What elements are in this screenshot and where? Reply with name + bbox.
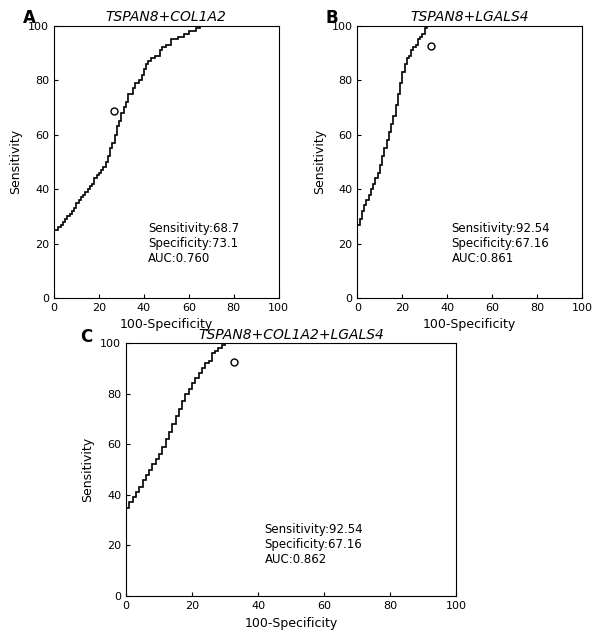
Text: Sensitivity:68.7
Specificity:73.1
AUC:0.760: Sensitivity:68.7 Specificity:73.1 AUC:0.… <box>148 222 239 265</box>
Text: Sensitivity:92.54
Specificity:67.16
AUC:0.862: Sensitivity:92.54 Specificity:67.16 AUC:… <box>265 523 363 566</box>
Y-axis label: Sensitivity: Sensitivity <box>313 129 326 194</box>
Title: TSPAN8+COL1A2+LGALS4: TSPAN8+COL1A2+LGALS4 <box>198 328 384 342</box>
Text: A: A <box>23 9 35 28</box>
Title: TSPAN8+COL1A2: TSPAN8+COL1A2 <box>106 10 227 24</box>
Y-axis label: Sensitivity: Sensitivity <box>10 129 23 194</box>
Text: C: C <box>80 328 92 345</box>
Text: B: B <box>326 9 338 28</box>
Y-axis label: Sensitivity: Sensitivity <box>82 437 95 502</box>
Text: Sensitivity:92.54
Specificity:67.16
AUC:0.861: Sensitivity:92.54 Specificity:67.16 AUC:… <box>452 222 550 265</box>
X-axis label: 100-Specificity: 100-Specificity <box>423 319 516 331</box>
X-axis label: 100-Specificity: 100-Specificity <box>120 319 213 331</box>
X-axis label: 100-Specificity: 100-Specificity <box>244 617 338 629</box>
Title: TSPAN8+LGALS4: TSPAN8+LGALS4 <box>410 10 529 24</box>
